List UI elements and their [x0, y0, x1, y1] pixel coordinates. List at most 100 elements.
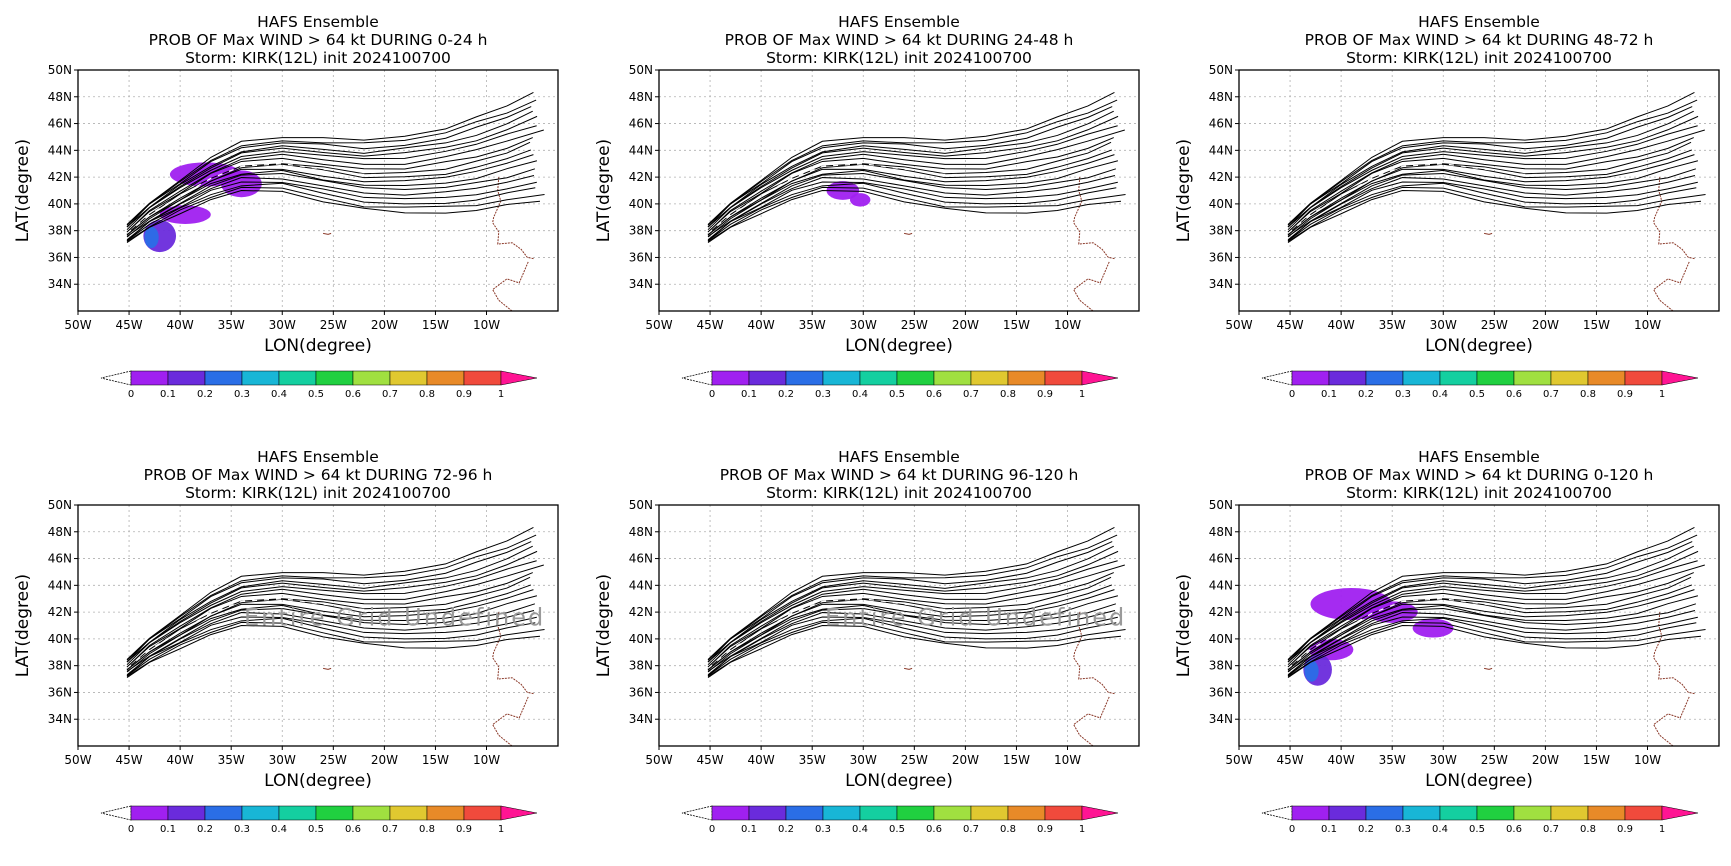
ensemble-track — [707, 616, 1118, 677]
colorbar-segment — [130, 370, 169, 386]
colorbar-label: 0.9 — [456, 824, 472, 835]
ensemble-track — [126, 125, 537, 231]
ensemble-track — [126, 589, 534, 671]
chart-title-line-2: PROB OF Max WIND > 64 kt DURING 96-120 h — [720, 466, 1079, 484]
plot-frame — [77, 504, 559, 747]
colorbar-segment — [1587, 370, 1626, 386]
colorbar-label: 0.5 — [889, 824, 905, 835]
y-tick-label: 46N — [48, 552, 72, 566]
plot-frame — [658, 69, 1140, 312]
colorbar-label: 0.7 — [382, 824, 398, 835]
ensemble-track — [1287, 137, 1694, 233]
y-tick-label: 46N — [1209, 552, 1233, 566]
colorbar-segment — [389, 370, 428, 386]
colorbar-segment — [785, 805, 824, 821]
y-tick-label: 42N — [629, 170, 653, 184]
colorbar-label: 0.6 — [1506, 824, 1522, 835]
grid-annotation: Entire Grid Undefined — [825, 604, 1126, 632]
y-tick-label: 42N — [1209, 170, 1233, 184]
ensemble-track — [707, 137, 1114, 233]
ensemble-track — [126, 560, 537, 666]
colorbar-label: 0.4 — [271, 389, 287, 400]
chart-title-line-1: HAFS Ensemble — [1418, 13, 1540, 31]
ensemble-track — [707, 534, 1118, 661]
x-tick-label: 40W — [167, 318, 194, 332]
y-tick-label: 48N — [629, 90, 653, 104]
y-axis-label: LAT(degree) — [594, 139, 614, 242]
ensemble-track — [126, 175, 535, 241]
ensemble-track — [707, 550, 1119, 663]
x-tick-label: 35W — [799, 753, 826, 767]
colorbar-label: 0 — [709, 389, 715, 400]
colorbar-upper-arrow — [500, 370, 538, 386]
y-tick-label: 48N — [48, 525, 72, 539]
colorbar-segment — [315, 805, 354, 821]
y-tick-label: 40N — [48, 632, 72, 646]
colorbar-segment — [130, 805, 169, 821]
x-tick-label: 25W — [1481, 318, 1508, 332]
y-tick-label: 40N — [1209, 197, 1233, 211]
colorbar-segment — [970, 370, 1009, 386]
y-axis-label: LAT(degree) — [1174, 139, 1194, 242]
y-tick-label: 44N — [48, 143, 72, 157]
x-tick-label: 20W — [371, 753, 398, 767]
colorbar-segment — [1439, 805, 1478, 821]
colorbar-label: 0.7 — [963, 824, 979, 835]
x-tick-label: 20W — [371, 318, 398, 332]
y-tick-label: 38N — [1209, 659, 1233, 673]
ensemble-track — [1287, 175, 1696, 241]
colorbar-label: 0.1 — [1321, 389, 1337, 400]
colorbar-segment — [1328, 805, 1367, 821]
ensemble-track — [126, 625, 541, 679]
x-tick-label: 40W — [748, 753, 775, 767]
colorbar-segment — [822, 370, 861, 386]
x-tick-label: 45W — [696, 318, 723, 332]
x-tick-label: 45W — [1276, 318, 1303, 332]
ensemble-track — [1287, 526, 1695, 660]
ensemble-track — [707, 129, 1125, 233]
y-tick-label: 42N — [1209, 605, 1233, 619]
ensemble-track — [707, 625, 1122, 679]
coastline-africa — [1072, 696, 1110, 747]
colorbar-segment — [1513, 805, 1552, 821]
ensemble-track — [126, 181, 537, 242]
coastline-iberia — [492, 177, 535, 260]
chart-title-line-3: Storm: KIRK(12L) init 2024100700 — [1346, 484, 1612, 502]
x-axis-label: LON(degree) — [1425, 336, 1533, 356]
colorbar-upper-arrow — [500, 805, 538, 821]
y-axis-label: LAT(degree) — [594, 574, 614, 677]
ensemble-track — [707, 589, 1115, 671]
colorbar-segment — [785, 370, 824, 386]
y-tick-label: 46N — [1209, 117, 1233, 131]
ensemble-track — [707, 584, 1113, 671]
y-tick-label: 44N — [1209, 578, 1233, 592]
colorbar-segment — [1007, 370, 1046, 386]
x-tick-label: 15W — [1583, 753, 1610, 767]
ensemble-track — [707, 572, 1114, 668]
colorbar-upper-arrow — [1661, 370, 1699, 386]
colorbar-label: 0.8 — [1580, 824, 1596, 835]
ensemble-track — [1287, 616, 1698, 677]
colorbar-label: 0.6 — [345, 389, 361, 400]
ensemble-track — [126, 168, 536, 237]
ensemble-track — [126, 603, 536, 672]
y-tick-label: 50N — [1209, 63, 1233, 77]
ensemble-track — [1287, 106, 1693, 228]
ensemble-track — [707, 154, 1115, 236]
ensemble-track — [707, 541, 1113, 663]
plot-area — [78, 505, 558, 746]
x-tick-label: 50W — [1225, 318, 1252, 332]
x-tick-label: 20W — [952, 318, 979, 332]
colorbar-label: 0.6 — [1506, 389, 1522, 400]
colorbar-segment — [1439, 370, 1478, 386]
y-tick-label: 44N — [629, 578, 653, 592]
chart-title-line-1: HAFS Ensemble — [838, 448, 960, 466]
coastline-africa — [491, 696, 529, 747]
plot-area — [1239, 70, 1719, 311]
chart-title-line-3: Storm: KIRK(12L) init 2024100700 — [766, 49, 1032, 67]
coastline-africa — [491, 261, 529, 312]
ensemble-track — [126, 550, 538, 663]
x-tick-label: 25W — [1481, 753, 1508, 767]
